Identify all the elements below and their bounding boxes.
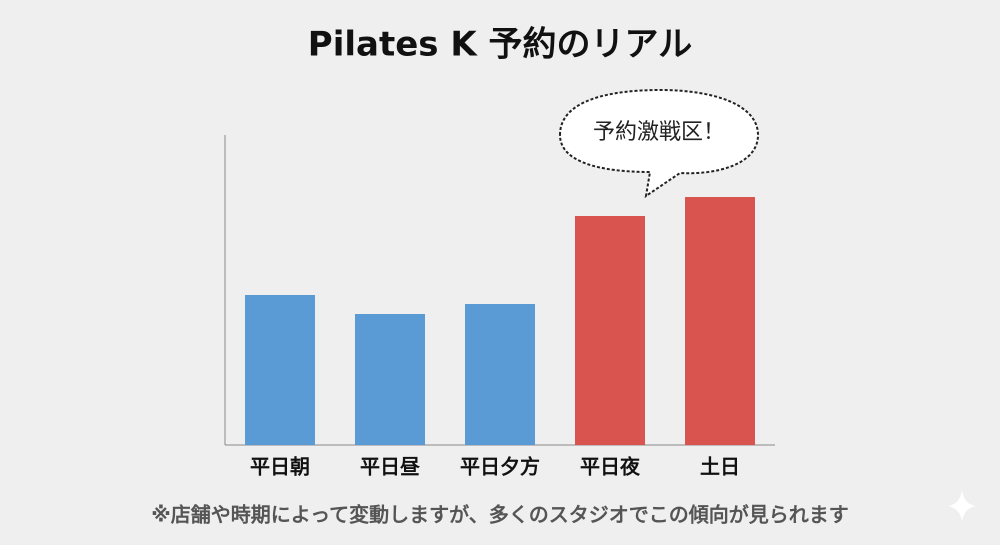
annotation: 予約激戦区！ [593,120,725,145]
bubble-outline [558,88,760,199]
bar [685,197,755,445]
speech-bubble [558,88,760,199]
x-tick-label: 平日昼 [360,455,420,479]
footnote: ※店舗や時期によって変動しますが、多くのスタジオでこの傾向が見られます [151,503,848,527]
bar [245,295,315,445]
x-tick-label: 土日 [700,455,740,479]
sparkle-icon [948,490,976,522]
bar [575,216,645,445]
bar [465,304,535,445]
x-tick-label: 平日夜 [580,455,641,479]
x-tick-label: 平日夕方 [460,455,540,479]
x-tick-label: 平日朝 [250,455,310,479]
chart-title: Pilates K 予約のリアル [308,25,692,65]
bar [355,314,425,445]
